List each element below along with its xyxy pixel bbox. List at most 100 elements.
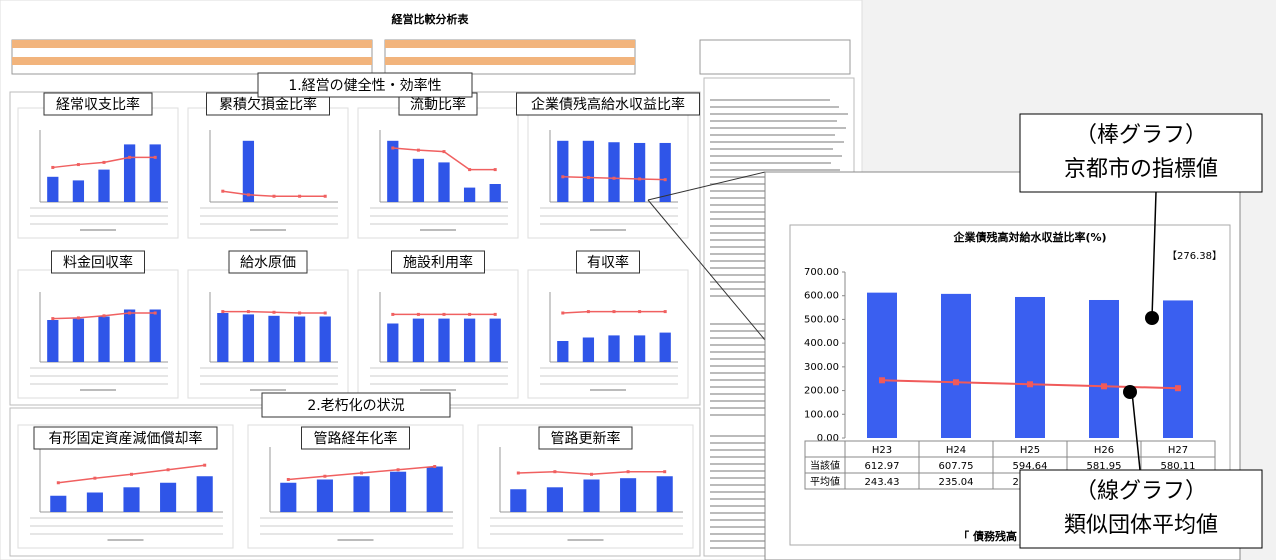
mini-marker [51,317,55,321]
annotation: 【276.38】 [1167,250,1222,262]
mini-bar [582,140,595,202]
mini-panel [187,107,349,239]
mini-marker [166,468,170,472]
mini-marker [416,148,420,152]
mini-marker [272,310,276,314]
mini-marker [416,312,420,316]
mini-marker [102,314,106,318]
mini-bar [50,495,67,512]
mini-title: 企業債残高給水収益比率 [531,96,685,113]
callouts: （棒グラフ） 京都市の指標値 （線グラフ） 類似団体平均値 [1019,113,1263,549]
section-labels: 1.経営の健全性・効率性 2.老朽化の状況 [257,72,473,418]
mini-bar [242,314,255,362]
pointer [1131,391,1141,471]
mini-marker [468,312,472,316]
mini-title-box [538,426,633,450]
mini-marker [298,194,302,198]
mini-title: 料金回収率 [63,254,133,271]
mini-title: 有形固定資産減価償却率 [49,430,203,447]
mini-bar [242,140,255,202]
mini-marker [76,163,80,167]
mini-bar [98,169,110,202]
line-marker [1027,381,1033,388]
mini-marker [51,165,55,169]
mini-bar [316,479,333,512]
callout-text: （線グラフ） [1075,479,1207,504]
x-tick-label: H27 [1168,445,1188,456]
value-label: 243.43 [865,477,900,488]
mini-marker [468,168,472,172]
mini-marker [130,472,133,476]
mini-marker [638,177,642,181]
mini-marker [102,160,106,164]
mini-bar [149,144,161,202]
bar [867,292,897,438]
mini-marker [663,310,667,314]
y-tick-label: 0.00 [817,433,839,444]
value-label: 235.04 [939,477,974,488]
mini-marker [626,470,630,474]
x-tick-label: H23 [872,445,892,456]
mini-bar [47,320,59,362]
mini-title: 経常収支比率 [56,96,140,113]
mini-marker [396,468,400,472]
zoom-line [647,171,766,201]
mini-marker [433,465,437,468]
bar [1015,296,1045,438]
mini-title: 流動比率 [410,96,466,113]
section-label: 1.経営の健全性・効率性 [288,77,441,94]
mini-marker [663,178,667,182]
mini-bar [510,489,527,512]
bar [1089,299,1119,438]
section-label: 2.老朽化の状況 [307,398,404,414]
mini-marker [561,175,565,179]
y-tick-label: 500.00 [804,314,839,325]
mini-marker [612,310,616,314]
mini-bar [412,318,425,362]
y-tick-label: 200.00 [804,386,839,397]
mini-bar [319,316,331,362]
mini-bar [463,318,476,362]
mini-title: 管路経年化率 [314,430,398,447]
section-box [257,72,473,98]
mini-marker [612,176,616,180]
mini-bar [412,158,425,202]
mini-marker [586,176,590,180]
y-tick-label: 100.00 [804,409,839,420]
zoom-chart: 企業債残高対給水収益比率(%) 【276.38】 0.00 100.00 200.00 3… [804,230,1222,543]
mini-bar [47,176,59,202]
line-marker [1101,383,1107,390]
mini-bar [633,142,646,202]
line-marker [879,377,885,384]
mini-marker [153,155,157,159]
mini-marker [221,310,225,314]
mini-bar [387,323,399,362]
mini-bar [268,315,280,362]
value-label: 612.97 [865,461,900,472]
x-tick-label: H25 [1020,445,1040,456]
mini-bar [659,332,671,362]
line-marker [953,379,959,386]
mini-bar [489,184,501,202]
mini-bar [620,478,637,512]
mini-title: 累積欠損金比率 [219,96,317,113]
legend-label: 平均値 [810,475,840,488]
bar [1163,300,1193,438]
mini-title-box [516,92,700,116]
mini-bar [72,180,85,202]
y-tick-label: 700.00 [804,267,839,278]
value-label: 581.95 [1087,461,1122,472]
mini-marker [391,146,395,150]
mini-bar [659,142,671,202]
value-label: 594.64 [1013,461,1048,472]
pointer-dot [1123,385,1137,399]
legend-label: 当該値 [810,459,840,472]
mini-marker [442,312,446,316]
mini-bar [123,144,136,202]
mini-bar [98,316,110,362]
mini-panel [357,107,519,239]
mini-bar [86,492,103,512]
zoom-line [647,199,766,341]
mini-bar [582,337,595,362]
